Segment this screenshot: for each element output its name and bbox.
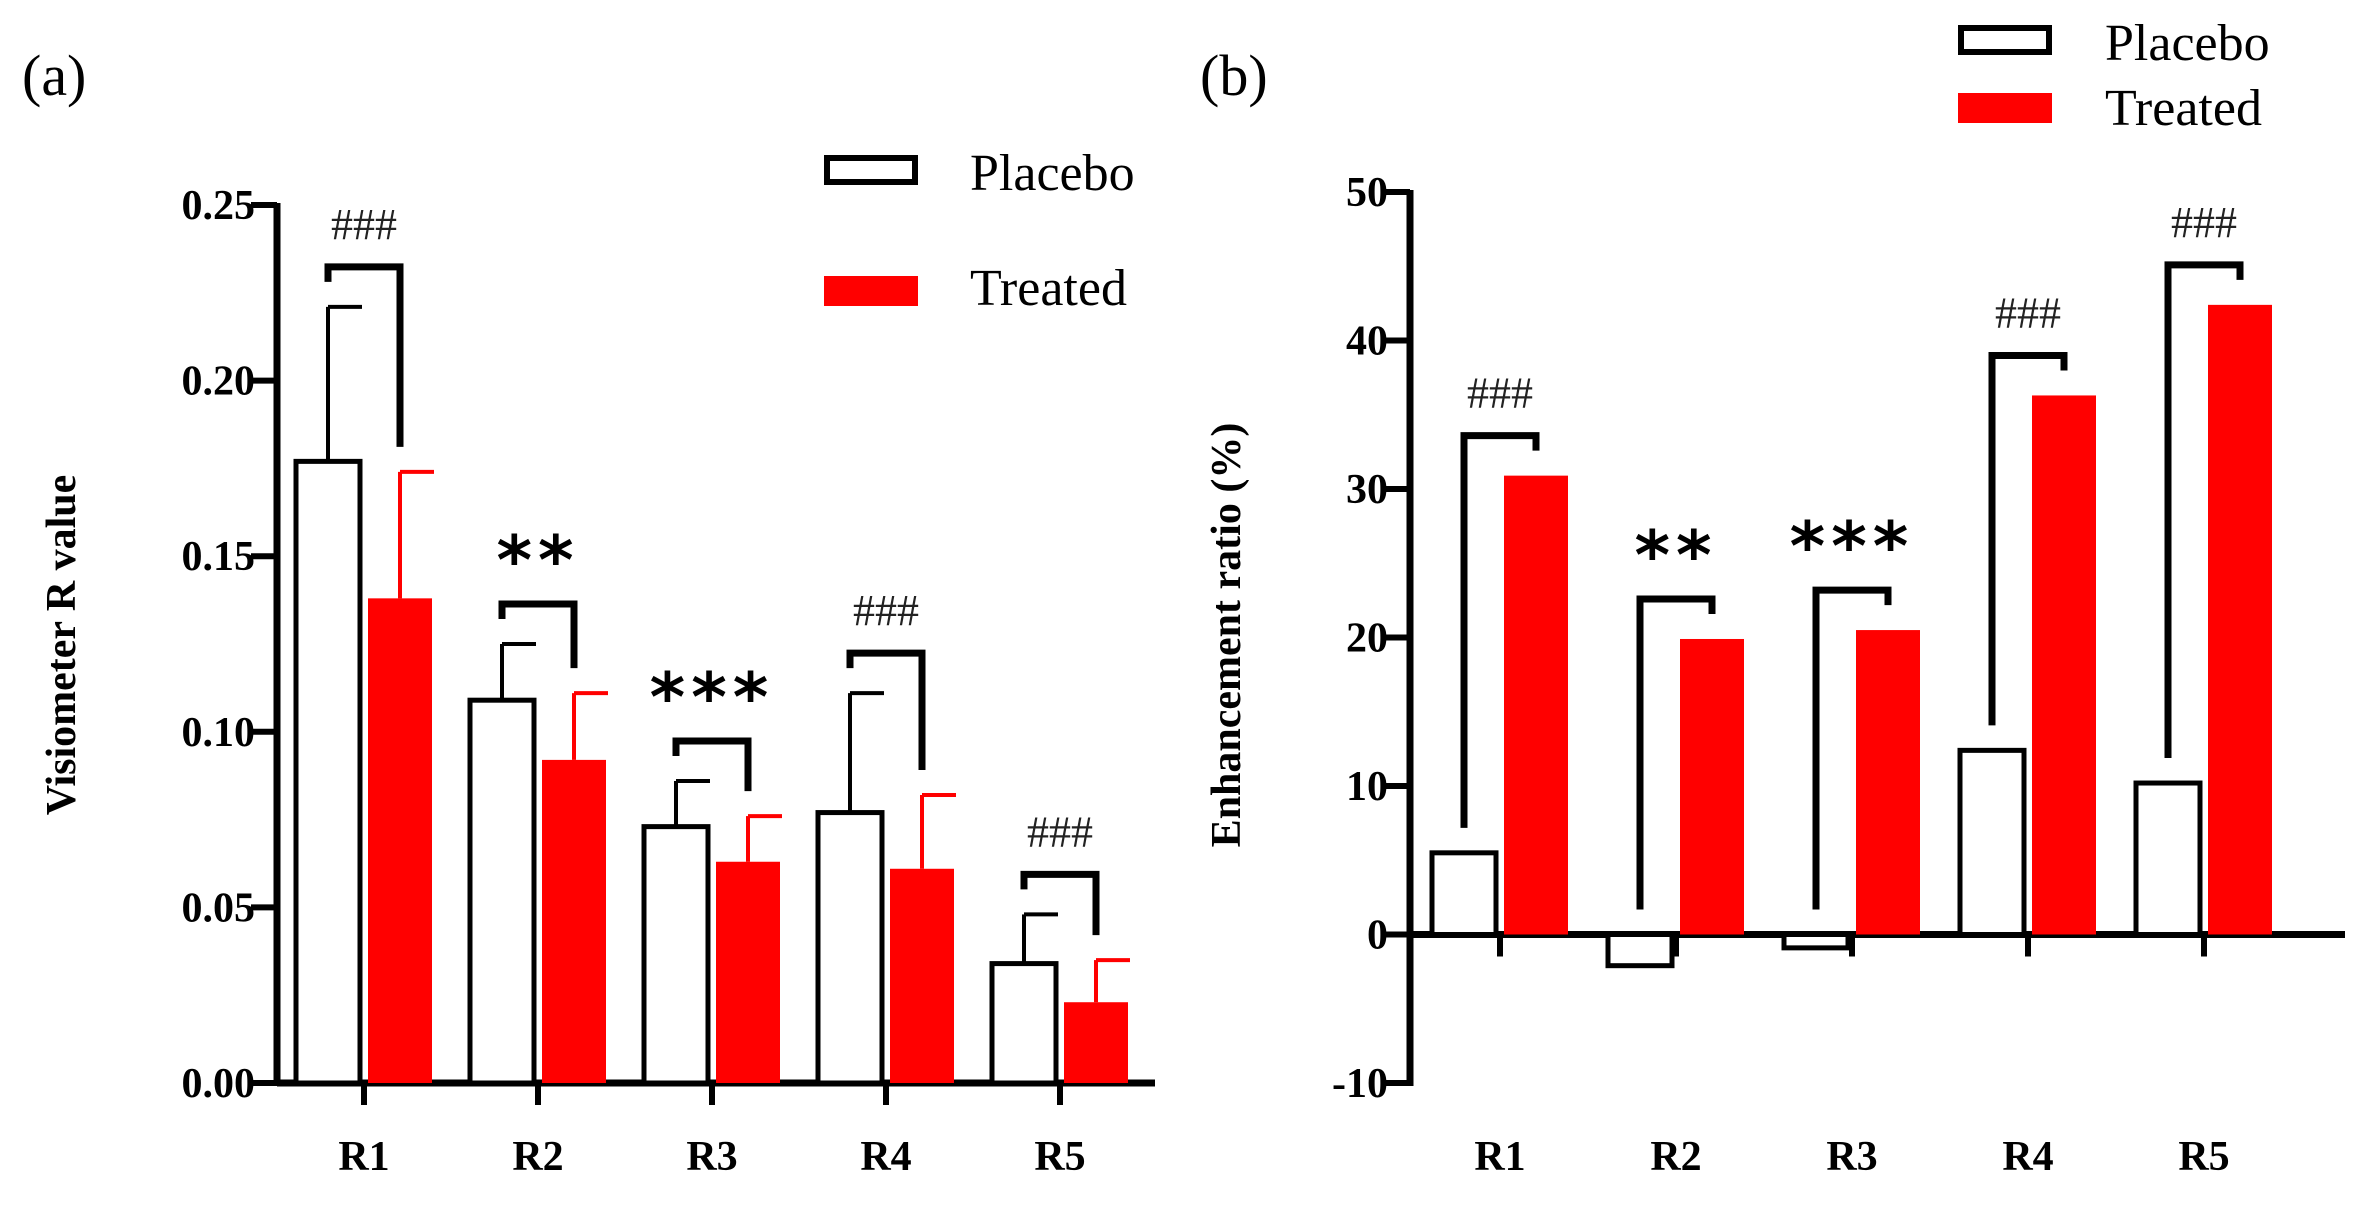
bar-treated <box>368 598 432 1083</box>
bar-treated <box>1504 475 1568 935</box>
legend-placebo-swatch-b <box>1958 25 2052 55</box>
y-tick-label: 0.20 <box>182 359 256 405</box>
legend-placebo-label-a: Placebo <box>970 145 1135 202</box>
significance-label: ### <box>1995 288 2061 337</box>
panel-label-b: (b) <box>1200 43 1268 108</box>
bar-treated <box>716 861 780 1083</box>
significance-label: *** <box>650 659 775 738</box>
legend-treated-label-a: Treated <box>970 260 1127 317</box>
y-tick-label: 0.10 <box>182 710 256 756</box>
significance-bracket <box>672 737 752 792</box>
legend-treated-label-b: Treated <box>2105 80 2262 137</box>
legend-placebo-label-b: Placebo <box>2105 15 2270 72</box>
x-tick-label: R4 <box>860 1134 911 1180</box>
y-tick-label: 0 <box>1367 913 1388 959</box>
bar-placebo <box>1781 932 1851 951</box>
bar-treated <box>1856 630 1920 935</box>
legend-placebo-swatch-a <box>824 155 918 185</box>
y-tick-label: 0.05 <box>182 885 256 931</box>
bar-treated <box>1680 638 1744 935</box>
bar-placebo <box>467 697 537 1086</box>
significance-bracket <box>1460 432 1540 828</box>
y-tick-label: 10 <box>1346 764 1388 810</box>
chart-a: 0.00 0.05 0.10 0.15 0.20 0.25 R1 ### R2 ** R3 *** R4… <box>182 183 1155 1180</box>
significance-label: ### <box>2171 198 2237 247</box>
significance-bracket <box>1020 870 1100 936</box>
y-tick-label: 0.00 <box>182 1061 256 1107</box>
x-tick-label: R2 <box>512 1134 563 1180</box>
significance-bracket <box>1988 351 2068 726</box>
significance-label: ** <box>496 522 579 601</box>
significance-label: ### <box>1467 369 1533 418</box>
bar-treated <box>1064 1002 1128 1083</box>
significance-bracket <box>1636 595 1716 910</box>
significance-bracket <box>846 649 926 771</box>
significance-bracket <box>2164 261 2244 759</box>
bar-placebo <box>2133 780 2203 938</box>
bar-treated <box>2032 395 2096 935</box>
significance-label: ### <box>1027 807 1093 856</box>
panel-label-a: (a) <box>22 43 86 108</box>
legend-treated-swatch-a <box>824 276 918 306</box>
bar-placebo <box>641 824 711 1086</box>
x-tick-label: R3 <box>1826 1134 1877 1180</box>
significance-bracket <box>1812 586 1892 910</box>
bar-treated <box>542 759 606 1083</box>
y-axis-label-a: Visiometer R value <box>39 475 85 816</box>
x-tick-label: R3 <box>686 1134 737 1180</box>
y-tick-label: -10 <box>1332 1061 1388 1107</box>
significance-label: ** <box>1634 517 1717 596</box>
bar-placebo <box>1605 932 1675 969</box>
chart-b: -10 0 10 20 30 40 50 R1 ### R2 ** R3 *** R4 ### R5 ### <box>1332 170 2345 1180</box>
x-tick-label: R2 <box>1650 1134 1701 1180</box>
bar-placebo <box>815 810 885 1086</box>
significance-bracket <box>324 263 404 447</box>
significance-label: *** <box>1790 508 1915 587</box>
bar-placebo <box>1429 850 1499 938</box>
x-tick-label: R1 <box>1474 1134 1525 1180</box>
y-tick-label: 0.25 <box>182 183 256 229</box>
significance-bracket <box>498 600 578 669</box>
x-tick-label: R1 <box>338 1134 389 1180</box>
y-axis-label-b: Enhancement ratio (%) <box>1204 423 1250 848</box>
legend-treated-swatch-b <box>1958 93 2052 123</box>
significance-label: ### <box>853 586 919 635</box>
y-tick-label: 30 <box>1346 467 1388 513</box>
bar-placebo <box>1957 747 2027 937</box>
x-tick-label: R5 <box>2178 1134 2229 1180</box>
significance-label: ### <box>331 200 397 249</box>
bar-treated <box>2208 304 2272 935</box>
bar-placebo <box>989 961 1059 1086</box>
y-tick-label: 50 <box>1346 170 1388 216</box>
y-tick-label: 20 <box>1346 616 1388 662</box>
y-tick-label: 0.15 <box>182 534 256 580</box>
bar-placebo <box>293 458 363 1086</box>
x-tick-label: R5 <box>1034 1134 1085 1180</box>
bar-treated <box>890 868 954 1083</box>
x-tick-label: R4 <box>2002 1134 2053 1180</box>
y-tick-label: 40 <box>1346 319 1388 365</box>
